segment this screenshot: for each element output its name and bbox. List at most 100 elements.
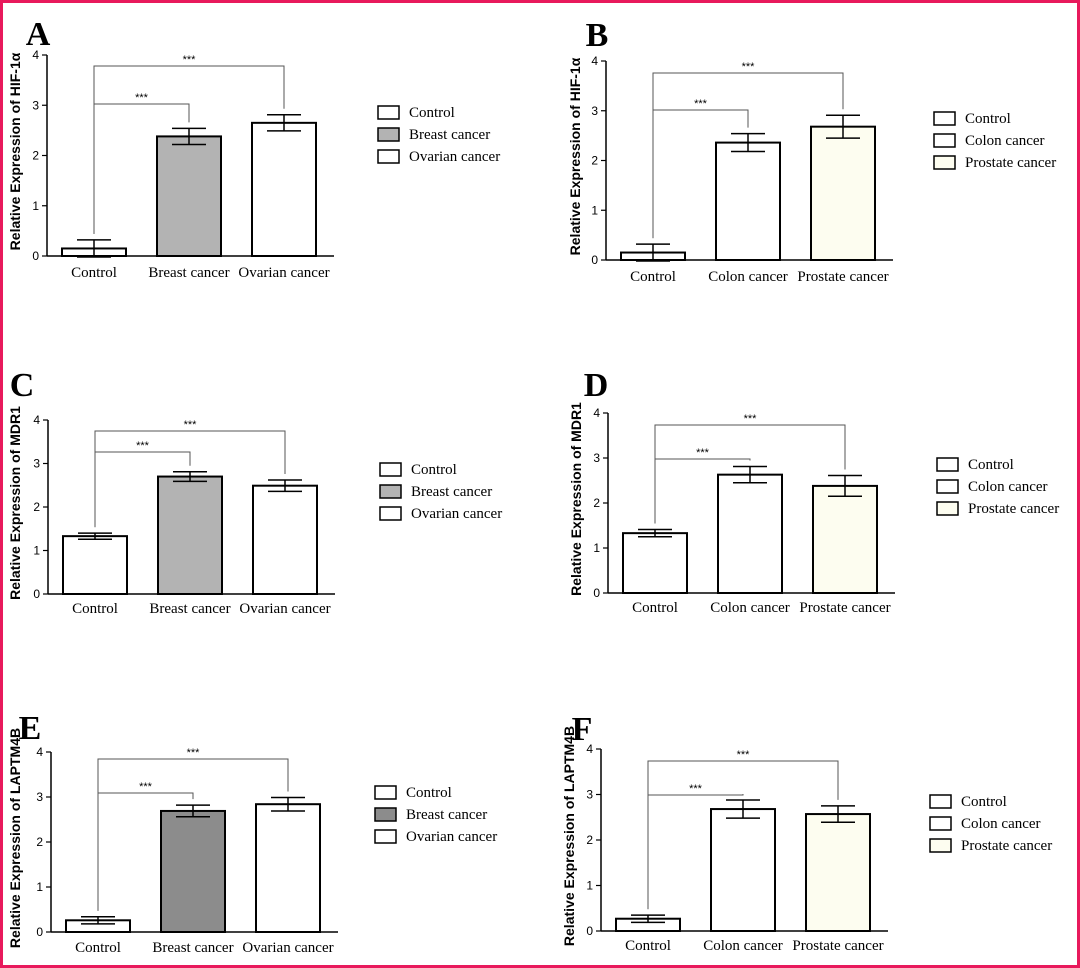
significance-label: *** <box>737 749 751 761</box>
significance-label: *** <box>184 419 198 431</box>
panel-letter: E <box>19 710 42 747</box>
legend-label: Prostate cancer <box>968 501 1059 517</box>
y-tick-label: 1 <box>33 544 40 558</box>
x-category-label: Prostate cancer <box>797 269 888 285</box>
y-axis-title: Relative Expression of LAPTM4B <box>7 728 23 948</box>
y-tick-label: 4 <box>591 54 598 68</box>
y-tick-label: 4 <box>593 406 600 420</box>
y-tick-label: 2 <box>32 149 39 163</box>
legend-label: Ovarian cancer <box>409 149 500 165</box>
legend-label: Control <box>406 785 452 801</box>
y-tick-label: 2 <box>33 500 40 514</box>
legend-swatch <box>377 105 400 120</box>
legend-swatch <box>933 133 956 148</box>
x-category-label: Ovarian cancer <box>242 940 333 956</box>
significance-label: *** <box>742 61 756 73</box>
significance-bracket <box>647 760 839 910</box>
legend-label: Control <box>965 111 1011 127</box>
significance-label: *** <box>694 98 708 110</box>
bar-control <box>622 532 688 595</box>
x-category-label: Control <box>71 265 117 281</box>
significance-bracket <box>652 72 844 239</box>
y-tick-label: 0 <box>32 249 39 263</box>
legend-swatch <box>936 457 959 472</box>
significance-label: *** <box>744 413 758 425</box>
significance-label: *** <box>135 92 149 104</box>
legend-swatch <box>933 111 956 126</box>
x-category-label: Breast cancer <box>152 940 233 956</box>
legend-label: Control <box>411 462 457 478</box>
legend-label: Control <box>409 105 455 121</box>
y-tick-label: 1 <box>591 203 598 217</box>
legend-swatch <box>379 462 402 477</box>
x-category-label: Control <box>625 938 671 954</box>
bar-colon-cancer <box>717 473 783 594</box>
y-axis-title: Relative Expression of HIF-1α <box>7 52 23 250</box>
legend-label: Breast cancer <box>411 484 492 500</box>
legend-swatch <box>929 816 952 831</box>
y-tick-label: 1 <box>32 199 39 213</box>
bar-control <box>62 535 128 596</box>
x-category-label: Colon cancer <box>708 269 788 285</box>
y-tick-label: 2 <box>586 833 593 847</box>
x-category-label: Ovarian cancer <box>238 265 329 281</box>
legend-label: Ovarian cancer <box>406 829 497 845</box>
legend-label: Control <box>968 457 1014 473</box>
x-category-label: Prostate cancer <box>799 600 890 616</box>
y-tick-label: 4 <box>32 48 39 62</box>
x-category-label: Colon cancer <box>703 938 783 954</box>
significance-bracket <box>97 758 289 911</box>
x-category-label: Control <box>75 940 121 956</box>
y-tick-label: 3 <box>33 457 40 471</box>
legend-label: Breast cancer <box>409 127 490 143</box>
y-axis-title: Relative Expression of HIF-1α <box>567 57 583 255</box>
significance-label: *** <box>187 747 201 759</box>
legend-swatch <box>379 506 402 521</box>
bar-prostate-cancer <box>805 813 871 932</box>
y-tick-label: 4 <box>586 742 593 756</box>
y-tick-label: 0 <box>593 586 600 600</box>
legend-swatch <box>379 484 402 499</box>
y-tick-label: 3 <box>36 790 43 804</box>
bar-prostate-cancer <box>810 125 876 261</box>
legend-swatch <box>933 155 956 170</box>
x-category-label: Breast cancer <box>149 601 230 617</box>
legend-swatch <box>929 794 952 809</box>
x-category-label: Breast cancer <box>148 265 229 281</box>
legend-swatch <box>929 838 952 853</box>
x-category-label: Control <box>72 601 118 617</box>
legend-label: Prostate cancer <box>965 155 1056 171</box>
legend-label: Colon cancer <box>961 816 1041 832</box>
bar-colon-cancer <box>715 141 781 261</box>
significance-label: *** <box>139 781 153 793</box>
legend-label: Control <box>961 794 1007 810</box>
y-tick-label: 0 <box>36 925 43 939</box>
y-axis-title: Relative Expression of MDR1 <box>7 406 23 600</box>
panel-letter: D <box>584 367 609 404</box>
panel-letter: A <box>26 16 51 53</box>
significance-label: *** <box>183 54 197 66</box>
significance-bracket <box>93 65 285 234</box>
x-category-label: Colon cancer <box>710 600 790 616</box>
y-tick-label: 4 <box>36 745 43 759</box>
legend-label: Breast cancer <box>406 807 487 823</box>
panel-letter: C <box>10 367 35 404</box>
legend-label: Prostate cancer <box>961 838 1052 854</box>
y-tick-label: 0 <box>591 253 598 267</box>
x-category-label: Ovarian cancer <box>239 601 330 617</box>
y-tick-label: 1 <box>36 880 43 894</box>
y-tick-label: 3 <box>32 98 39 112</box>
legend-label: Colon cancer <box>965 133 1045 149</box>
bar-prostate-cancer <box>812 484 878 594</box>
legend-swatch <box>377 127 400 142</box>
bar-breast-cancer <box>157 475 223 595</box>
legend-label: Ovarian cancer <box>411 506 502 522</box>
legend-label: Colon cancer <box>968 479 1048 495</box>
y-tick-label: 3 <box>591 104 598 118</box>
